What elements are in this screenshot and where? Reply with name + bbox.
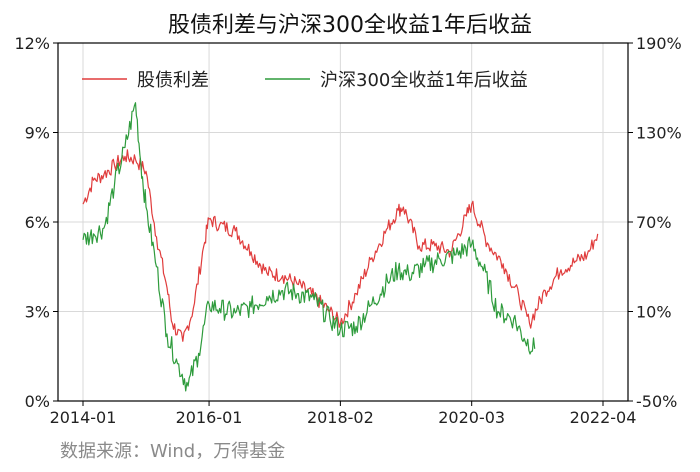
- series-line-hs300-return: [82, 102, 536, 392]
- left-tick-label: 12%: [14, 34, 50, 53]
- left-tick-label: 0%: [25, 392, 50, 411]
- right-tick-label: 70%: [636, 213, 672, 232]
- left-tick-label: 6%: [25, 213, 50, 232]
- legend-label: 股债利差: [137, 70, 209, 91]
- right-tick-label: -50%: [636, 392, 677, 411]
- chart-title: 股债利差与沪深300全收益1年后收益: [168, 13, 532, 38]
- x-tick-label: 2022-04: [570, 408, 637, 427]
- x-axis-ticks: 2014-01 2016-01 2018-02 2020-03 2022-04: [50, 401, 637, 427]
- legend: 股债利差 沪深300全收益1年后收益: [82, 70, 528, 91]
- right-tick-label: 190%: [636, 34, 682, 53]
- grid-layer: [58, 42, 628, 402]
- source-note: 数据来源：Wind，万得基金: [60, 441, 285, 462]
- x-tick-label: 2014-01: [50, 408, 117, 427]
- series-line-spread: [82, 149, 599, 342]
- legend-label: 沪深300全收益1年后收益: [320, 70, 528, 91]
- series-layer: [82, 102, 599, 392]
- left-axis-ticks: 0% 3% 6% 9% 12%: [14, 34, 58, 411]
- x-tick-label: 2018-02: [307, 408, 374, 427]
- right-axis-ticks: -50% 10% 70% 130% 190%: [628, 34, 682, 411]
- x-tick-label: 2016-01: [176, 408, 243, 427]
- right-tick-label: 10%: [636, 303, 672, 322]
- left-tick-label: 3%: [25, 303, 50, 322]
- right-tick-label: 130%: [636, 124, 682, 143]
- left-tick-label: 9%: [25, 124, 50, 143]
- x-tick-label: 2020-03: [438, 408, 505, 427]
